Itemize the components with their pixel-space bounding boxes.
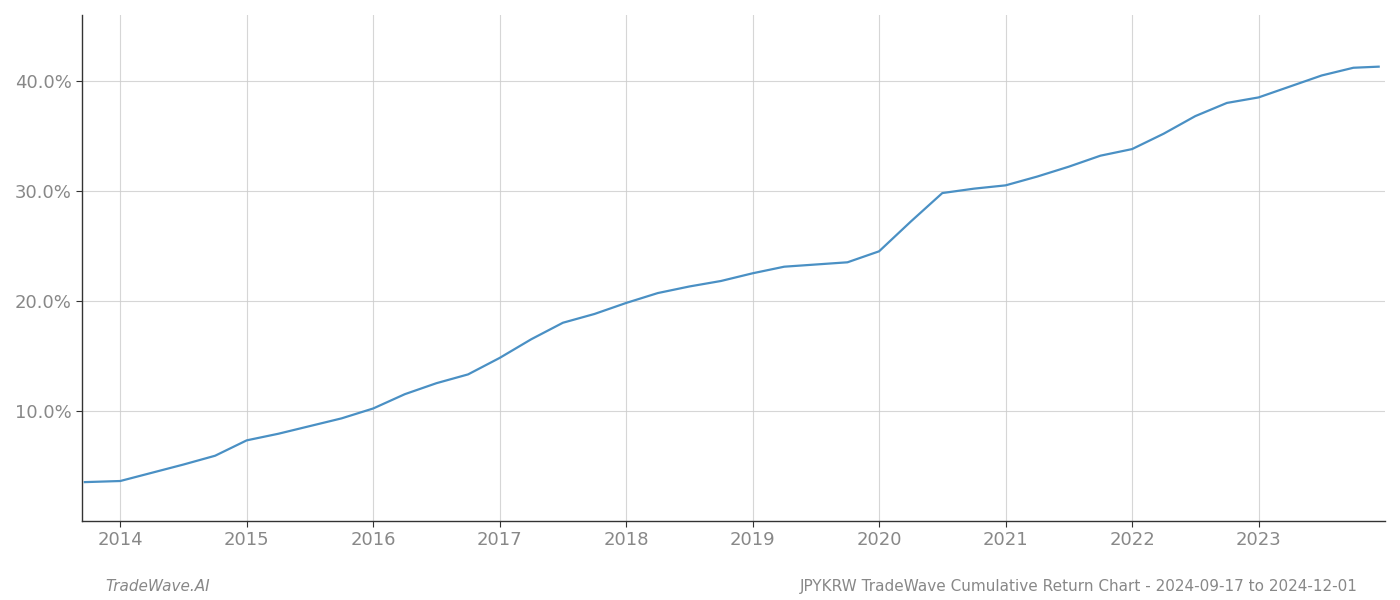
Text: JPYKRW TradeWave Cumulative Return Chart - 2024-09-17 to 2024-12-01: JPYKRW TradeWave Cumulative Return Chart…: [801, 579, 1358, 594]
Text: TradeWave.AI: TradeWave.AI: [105, 579, 210, 594]
